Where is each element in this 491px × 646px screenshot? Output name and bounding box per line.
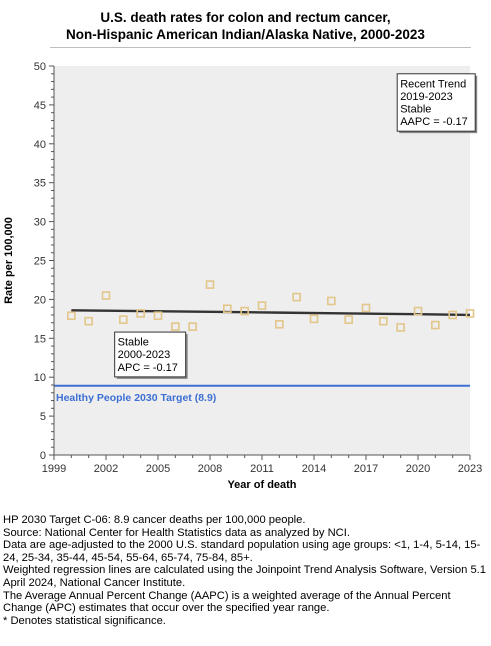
footnote-source: Source: National Center for Health Stati… [3,526,350,539]
chart-title-line-1: U.S. death rates for colon and rectum ca… [100,10,391,25]
annotation-line: 2019-2023 [400,91,453,103]
y-tick-label: 30 [34,217,46,229]
death-rate-chart: Healthy People 2030 Target (8.9) 0 5 10 15 2… [3,61,482,491]
x-tick-label: 1999 [42,463,66,475]
data-point [344,315,353,324]
data-point [327,296,336,306]
y-tick-label: 0 [40,450,46,462]
annotation-line: APC = -0.17 [118,362,178,374]
data-point [292,292,301,302]
data-point [153,311,163,321]
annotation-line: Stable [118,337,149,349]
title-divider [50,47,471,48]
y-tick-label: 45 [34,100,46,112]
x-tick-label: 2020 [406,463,430,475]
y-tick-label: 40 [34,139,46,151]
y-tick-label: 35 [34,178,46,190]
annotation-line: AAPC = -0.17 [400,116,468,128]
data-point [379,316,388,326]
data-point [431,320,440,330]
x-axis-label: Year of death [227,479,296,491]
data-point [84,316,93,326]
x-tick-label: 2005 [146,463,170,475]
data-point [448,310,457,320]
y-tick-label: 20 [34,294,46,306]
x-tick-label: 2011 [250,463,274,475]
annotation-line: 2000-2023 [118,349,171,361]
x-tick-label: 2017 [354,463,378,475]
x-tick-label: 2002 [94,463,118,475]
data-point [205,280,215,289]
y-axis-label: Rate per 100,000 [3,217,15,304]
data-point [240,306,249,316]
footnotes: HP 2030 Target C-06: 8.9 cancer deaths p… [3,514,489,627]
data-point [465,309,475,318]
y-tick-label: 15 [34,333,46,345]
data-point [67,311,76,321]
chart-title: U.S. death rates for colon and rectum ca… [0,9,491,43]
y-tick-label: 25 [34,256,46,268]
x-tick-label: 2014 [302,463,326,475]
y-tick-label: 50 [34,61,46,73]
data-point [275,319,284,329]
data-point [119,315,128,324]
footnote-aapc: The Average Annual Percent Change (AAPC)… [3,589,451,615]
annotation-line: Recent Trend [400,78,466,90]
y-tick-label: 5 [40,411,46,423]
footnote-regression: Weighted regression lines are calculated… [3,564,486,589]
annotation-box [396,73,476,132]
target-label: Healthy People 2030 Target (8.9) [56,392,216,404]
data-point [396,323,405,332]
data-point [101,291,111,300]
data-point [136,309,145,318]
data-point [188,322,197,331]
annotation-box [114,331,187,378]
data-point [309,314,319,324]
chart-title-line-2: Non-Hispanic American Indian/Alaska Nati… [66,27,425,42]
x-tick-label: 2008 [198,463,222,475]
x-tick-label: 2023 [458,463,482,475]
data-point [413,306,423,316]
data-point [361,303,371,313]
data-point [257,301,267,310]
data-point [223,304,232,314]
footnote-age-adjustment: Data are age-adjusted to the 2000 U.S. s… [3,539,481,564]
data-point [171,322,180,331]
annotation-line: Stable [400,103,431,115]
footnote-significance: * Denotes statistical significance. [3,614,166,627]
footnote-target: HP 2030 Target C-06: 8.9 cancer deaths p… [3,514,306,526]
y-tick-label: 10 [34,372,46,384]
